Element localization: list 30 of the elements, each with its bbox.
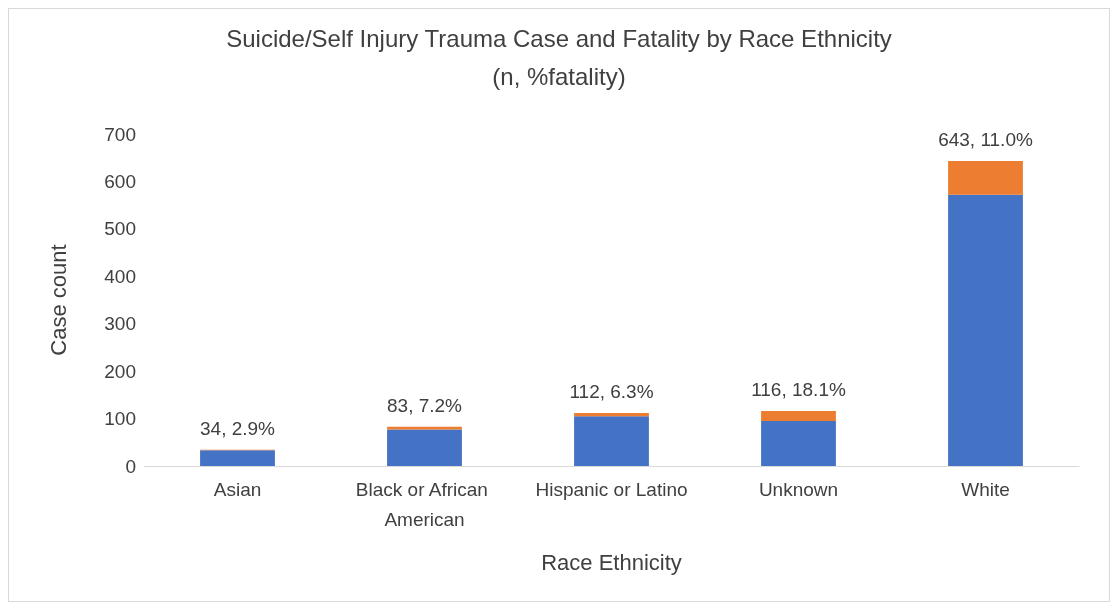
x-tick-label: Hispanic or Latino xyxy=(535,478,688,500)
total-label: 34, 2.9% xyxy=(200,417,276,439)
y-tick-label: 400 xyxy=(104,265,136,287)
bar xyxy=(948,161,1023,195)
bar xyxy=(574,416,649,466)
bar xyxy=(200,450,275,466)
total-label: 112, 6.3% xyxy=(569,380,654,402)
bar xyxy=(574,412,649,417)
x-tick-label: Asian xyxy=(213,478,262,500)
chart-subtitle: (n, %fatality) xyxy=(492,62,626,90)
bar xyxy=(761,420,836,466)
bar xyxy=(387,429,462,466)
x-tick-label: Black or African American xyxy=(355,478,494,530)
y-tick-label: 600 xyxy=(104,170,136,192)
chart-title: Suicide/Self Injury Trauma Case and Fatality by Race Ethnicity xyxy=(226,24,892,52)
x-axis-title: Race Ethnicity xyxy=(541,549,682,575)
y-tick-label: 100 xyxy=(104,408,136,430)
y-tick-label: 300 xyxy=(104,313,136,335)
y-tick-label: 700 xyxy=(104,123,136,145)
bar xyxy=(761,410,836,421)
total-label: 83, 7.2% xyxy=(387,394,463,416)
x-tick-label: White xyxy=(961,478,1010,500)
x-tick-label: Unknown xyxy=(758,478,839,500)
total-label: 116, 18.1% xyxy=(751,378,846,400)
y-tick-label: 200 xyxy=(104,360,136,382)
total-label: 643, 11.0% xyxy=(938,129,1033,151)
y-tick-label: 500 xyxy=(104,218,136,240)
bar xyxy=(948,194,1023,466)
y-tick-label: 0 xyxy=(125,455,136,477)
y-axis-title: Case count xyxy=(45,244,71,356)
